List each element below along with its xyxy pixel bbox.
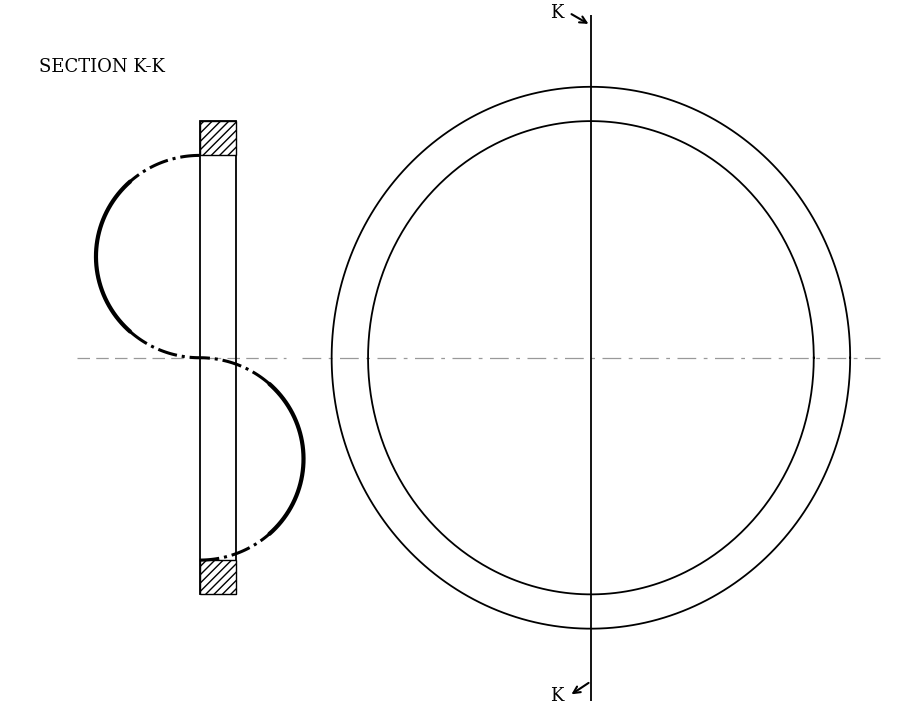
Text: K: K bbox=[550, 4, 563, 22]
Bar bbox=[200, 560, 236, 594]
Text: SECTION K-K: SECTION K-K bbox=[39, 58, 164, 76]
Bar bbox=[200, 121, 236, 155]
Text: K: K bbox=[550, 687, 563, 705]
Bar bbox=[200, 121, 236, 594]
